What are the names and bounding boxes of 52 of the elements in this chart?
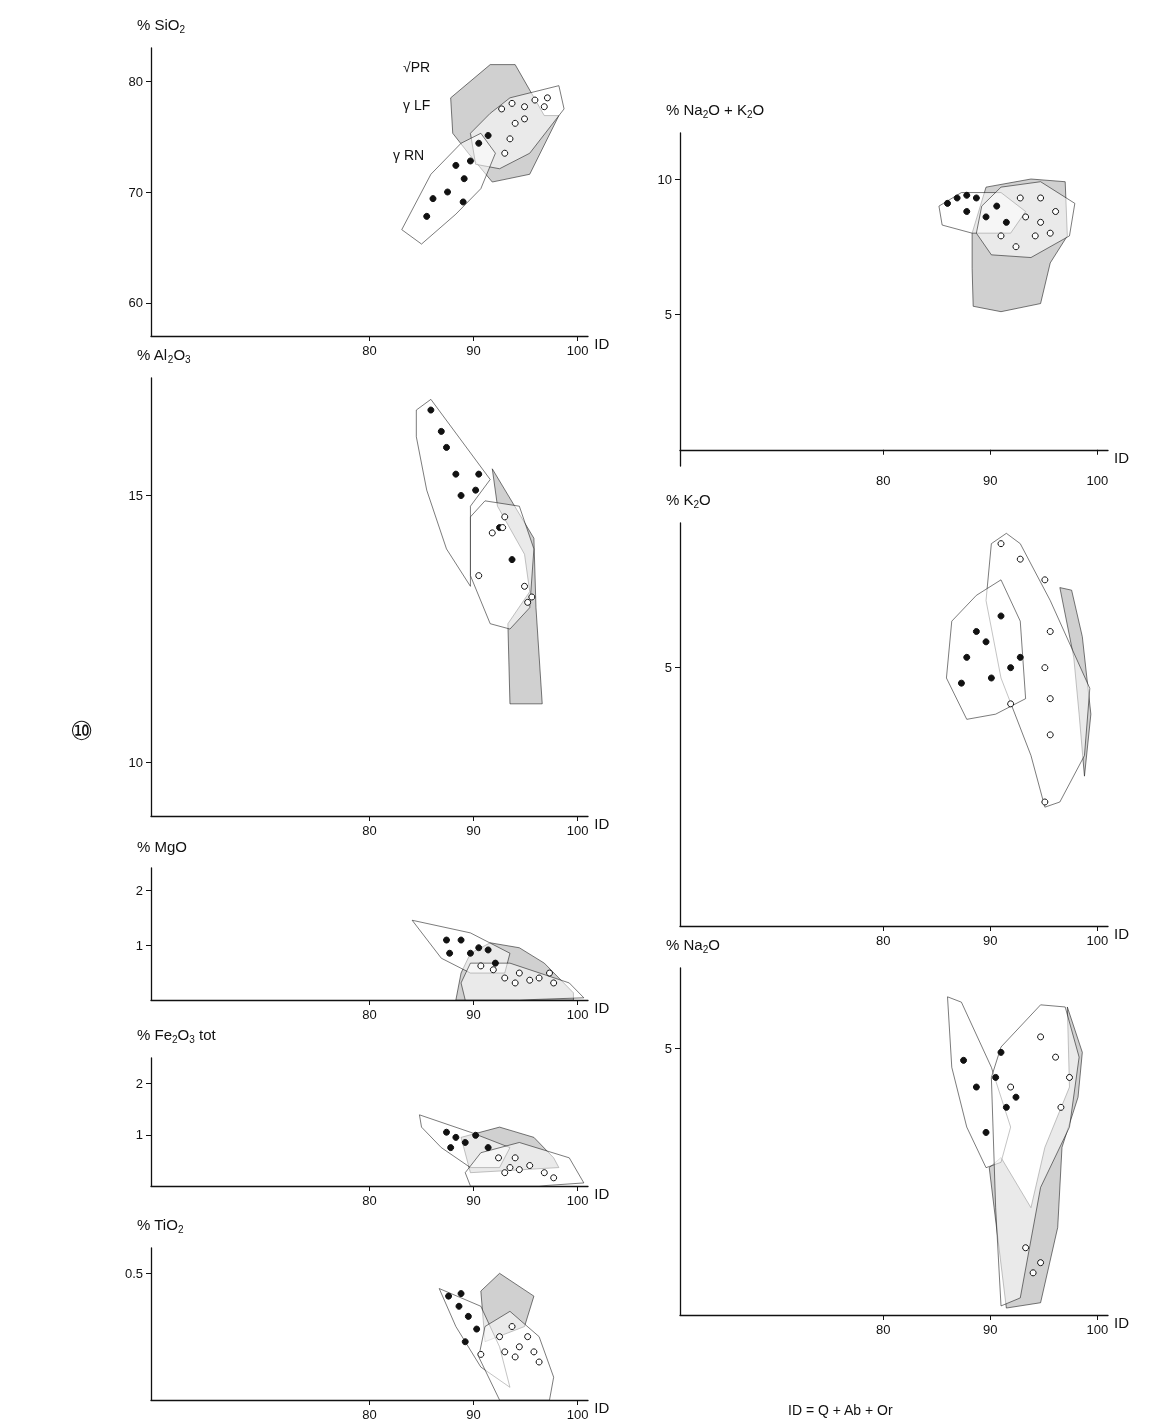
x-axis-title: ID (594, 999, 610, 1016)
x-tick-label: 90 (466, 1407, 481, 1422)
x-tick-label: 90 (466, 343, 481, 358)
x-tick-label: 90 (466, 1007, 481, 1022)
x-axis-title: ID (594, 1185, 610, 1202)
x-tick-label: 80 (362, 823, 377, 838)
x-tick-label: 80 (876, 473, 891, 488)
x-tick-label: 80 (362, 1007, 377, 1022)
x-tick-label: 90 (983, 933, 998, 948)
y-tick-label: 10 (657, 171, 672, 187)
x-tick-label: 90 (983, 1322, 998, 1337)
x-tick-label: 100 (566, 1407, 589, 1422)
x-axis-title: ID (1114, 925, 1130, 942)
y-tick-label: 0.5 (124, 1265, 143, 1281)
x-tick-label: 100 (1086, 933, 1109, 948)
x-tick-label: 80 (362, 1407, 377, 1422)
x-tick-label: 80 (876, 933, 891, 948)
x-tick-label: 100 (566, 1193, 589, 1208)
y-tick-label: 5 (664, 306, 672, 322)
y-tick-label: 5 (664, 660, 672, 676)
x-tick-label: 80 (876, 1322, 891, 1337)
x-tick-label: 90 (466, 1193, 481, 1208)
x-tick-label: 90 (983, 473, 998, 488)
annotation: √PR (403, 59, 431, 75)
x-tick-label: 100 (566, 1007, 589, 1022)
y-tick-label: 5 (664, 1040, 672, 1056)
x-axis-title: ID (594, 335, 610, 352)
y-tick-label: 15 (128, 488, 143, 504)
x-tick-label: 90 (466, 823, 481, 838)
y-tick-label: 60 (128, 295, 143, 311)
x-tick-label: 80 (362, 343, 377, 358)
y-axis-title: % MgO (137, 838, 188, 855)
y-tick-label: 70 (128, 184, 143, 200)
x-axis-title: ID (1114, 1314, 1130, 1331)
y-tick-label: 1 (135, 1127, 143, 1143)
x-axis-title: ID (594, 815, 610, 832)
x-axis-title: ID (1114, 448, 1130, 466)
x-tick-label: 80 (362, 1193, 377, 1208)
x-axis-title: ID (594, 1399, 610, 1416)
y-tick-label: 2 (135, 1076, 143, 1092)
y-tick-label: 10 (128, 755, 143, 771)
annotation: γ LF (403, 97, 431, 113)
text: ⑩ (70, 716, 94, 746)
annotation: γ RN (393, 147, 425, 163)
y-tick-label: 1 (135, 937, 143, 953)
text: ID = Q + Ab + Or (788, 1402, 893, 1418)
x-tick-label: 100 (566, 343, 589, 358)
y-tick-label: 2 (135, 882, 143, 898)
x-tick-label: 100 (1086, 1322, 1109, 1337)
y-tick-label: 80 (128, 73, 143, 89)
x-tick-label: 100 (566, 823, 589, 838)
x-tick-label: 100 (1086, 473, 1109, 488)
